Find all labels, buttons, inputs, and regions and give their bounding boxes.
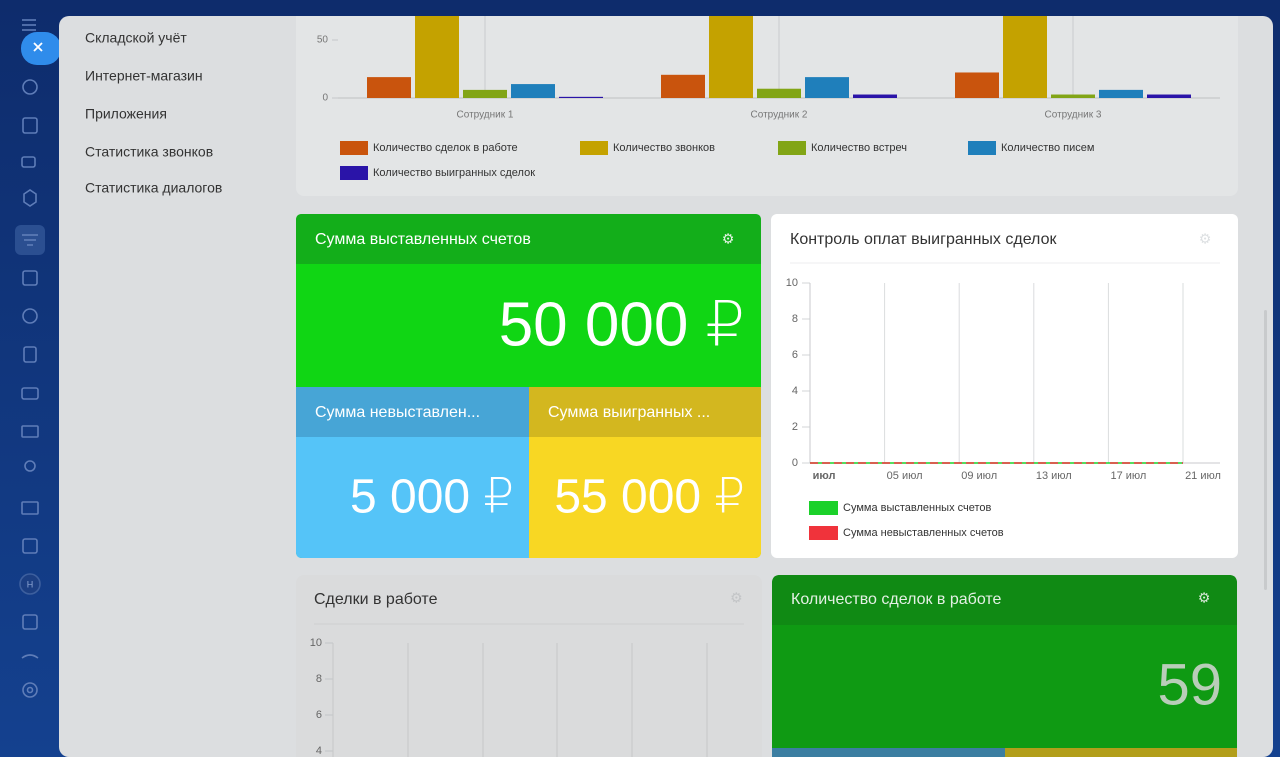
legend-label: Количество сделок в работе	[373, 142, 518, 154]
tile-body	[529, 437, 761, 558]
x-tick-label: 17 июл	[1110, 470, 1146, 482]
invoice-value: 50 000 ₽	[499, 290, 745, 359]
legend-label: Сумма выставленных счетов	[843, 502, 992, 514]
bar	[415, 16, 459, 98]
bar	[463, 89, 507, 98]
bar	[853, 94, 897, 98]
y-tick-label: 10	[786, 277, 798, 289]
count-header	[772, 575, 1237, 625]
payment-card	[771, 214, 1238, 558]
payment-title: Контроль оплат выигранных сделок	[790, 231, 1057, 248]
y-tick-label: 2	[792, 421, 798, 433]
sidebar-icons	[15, 19, 45, 698]
bar	[559, 96, 603, 98]
y-tick-label: 4	[316, 745, 322, 757]
x-tick-label: 05 июл	[887, 470, 923, 482]
close-icon[interactable]	[33, 42, 43, 52]
gear[interactable]: ⚙	[730, 590, 743, 606]
tile-title: Сумма невыставлен...	[315, 404, 480, 421]
avatar: Н	[27, 579, 34, 589]
bar	[1003, 16, 1047, 98]
menu-item[interactable]: Приложения	[85, 106, 167, 122]
tile-body	[296, 437, 529, 558]
bar	[661, 74, 705, 98]
legend-swatch	[809, 501, 838, 515]
bar	[757, 88, 801, 98]
bar	[511, 84, 555, 98]
y-tick-label: 0	[792, 457, 798, 469]
bar	[1099, 89, 1143, 98]
count-tile-yellow	[1005, 748, 1237, 757]
y-tick-label: 8	[316, 673, 322, 685]
x-tick-label: 21 июл	[1185, 470, 1221, 482]
deals-card	[296, 575, 762, 757]
tile-title: Сумма выигранных ...	[548, 404, 710, 421]
y-tick-label: 4	[792, 385, 798, 397]
legend-label: Сумма невыставленных счетов	[843, 527, 1004, 539]
tile-value: 55 000 ₽	[554, 471, 745, 524]
count-tile-blue	[772, 748, 1005, 757]
bar	[367, 77, 411, 98]
count-title: Количество сделок в работе	[791, 591, 1002, 608]
y-tick-label: 6	[792, 349, 798, 361]
legend-label: Количество писем	[1001, 142, 1094, 154]
gear[interactable]: ⚙	[1198, 590, 1211, 606]
legend-swatch	[968, 141, 996, 155]
legend-swatch	[580, 141, 608, 155]
y-tick-label: 8	[792, 313, 798, 325]
menu-item[interactable]: Складской учёт	[85, 30, 187, 46]
y-tick-label: 0	[322, 93, 328, 104]
scrollbar	[1264, 310, 1267, 590]
menu-item[interactable]: Статистика диалогов	[85, 180, 222, 196]
legend-label: Количество звонков	[613, 142, 715, 154]
gear[interactable]: ⚙	[1199, 231, 1212, 247]
panel: Сделки в работе ⚙ Количество сделок в ра…	[59, 7, 1273, 757]
legend-label: Количество выигранных сделок	[373, 167, 535, 179]
y-tick-label: 10	[310, 637, 322, 649]
invoice-header	[296, 214, 761, 264]
tile-header	[296, 387, 529, 437]
count-value: 59	[1157, 652, 1222, 717]
x-tick-label: Сотрудник 2	[751, 110, 808, 121]
deals-title: Сделки в работе	[314, 591, 438, 608]
invoice-title: Сумма выставленных счетов	[315, 231, 531, 248]
tile-header	[529, 387, 761, 437]
gear[interactable]: ⚙	[722, 231, 735, 247]
bar	[1147, 94, 1191, 98]
menu-item[interactable]: Статистика звонков	[85, 144, 213, 160]
close-button[interactable]	[21, 32, 61, 65]
y-tick-label: 50	[317, 35, 329, 46]
x-tick-label: 13 июл	[1036, 470, 1072, 482]
legend-swatch	[340, 141, 368, 155]
x-tick-label: Сотрудник 3	[1045, 110, 1102, 121]
close-bg[interactable]	[21, 32, 61, 65]
bar	[709, 16, 753, 98]
bar	[805, 77, 849, 98]
tile-value: 5 000 ₽	[350, 471, 514, 524]
menu-item[interactable]: Интернет-магазин	[85, 68, 203, 84]
legend-swatch	[809, 526, 838, 540]
bar	[955, 72, 999, 98]
x-tick-label: Сотрудник 1	[457, 110, 514, 121]
legend-swatch	[778, 141, 806, 155]
legend-swatch	[340, 166, 368, 180]
x-tick-label: июл	[813, 470, 836, 482]
y-tick-label: 6	[316, 709, 322, 721]
x-tick-label: 09 июл	[961, 470, 997, 482]
badge: НОВОЕ	[470, 7, 499, 16]
legend-label: Количество встреч	[811, 142, 907, 154]
bar	[1051, 94, 1095, 98]
